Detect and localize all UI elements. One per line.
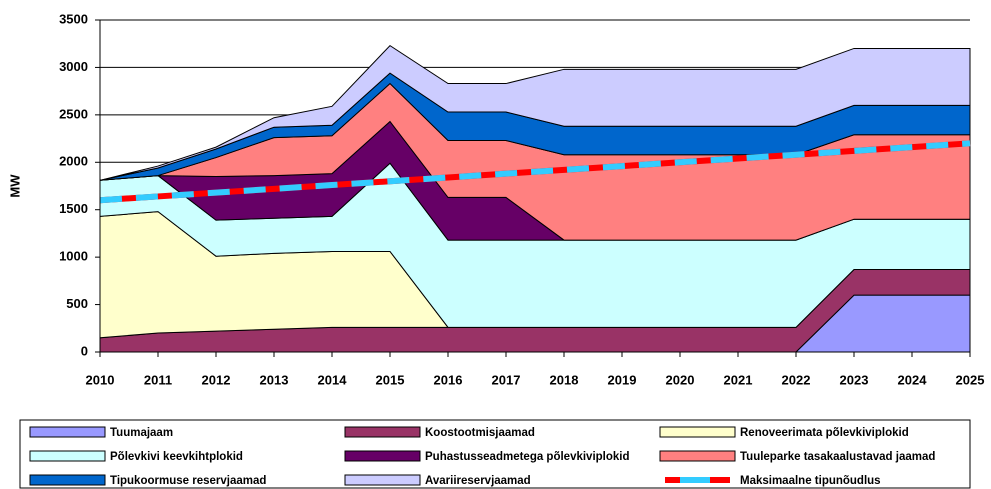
legend-label: Tipukoormuse reservjaamad: [110, 475, 266, 487]
plot-area: 0 500 1000 1500 2000 2500 3000 3500 2010 2011 2012…: [59, 11, 984, 387]
legend-swatch: [344, 426, 421, 438]
legend-swatch: [659, 426, 736, 438]
y-tick-label: 1500: [59, 201, 88, 216]
legend-label: Koostootmisjaamad: [425, 427, 535, 439]
x-tick-label: 2020: [666, 372, 695, 387]
x-tick-label: 2013: [260, 372, 289, 387]
y-tick-label: 3000: [59, 59, 88, 74]
x-tick-label: 2022: [782, 372, 811, 387]
x-tick-label: 2010: [86, 372, 115, 387]
legend-label: Puhastusseadmetega põlevkiviplokid: [425, 451, 630, 463]
legend-label: Tuumajaam: [110, 427, 173, 439]
y-tick-label: 2000: [59, 154, 88, 169]
legend-box: [19, 419, 971, 489]
x-tick-label: 2017: [492, 372, 521, 387]
x-tick-label: 2024: [898, 372, 928, 387]
legend-label: Maksimaalne tipunõudlus: [740, 475, 881, 487]
x-tick-label: 2016: [434, 372, 463, 387]
demand-line-dash: [99, 140, 971, 204]
x-tick-label: 2021: [724, 372, 753, 387]
legend-swatch: [659, 450, 736, 462]
legend-swatch: [29, 426, 106, 438]
legend-label: Renoveerimata põlevkiviplokid: [740, 427, 909, 439]
legend-swatch: [29, 474, 106, 486]
y-tick-label: 1000: [59, 249, 88, 264]
x-tick-label: 2018: [550, 372, 579, 387]
legend-swatch: [29, 450, 106, 462]
y-tick-label: 2500: [59, 106, 88, 121]
x-tick-label: 2019: [608, 372, 637, 387]
legend-swatch: [344, 450, 421, 462]
y-tick-label: 500: [66, 296, 88, 311]
x-tick-label: 2025: [956, 372, 985, 387]
legend-label: Põlevkivi keevkihtplokid: [110, 451, 243, 463]
legend-label: Avariireservjaamad: [425, 475, 531, 487]
x-tick-label: 2023: [840, 372, 869, 387]
x-tick-label: 2015: [376, 372, 405, 387]
legend-label: Tuuleparke tasakaalustavad jaamad: [740, 451, 935, 463]
x-tick-label: 2012: [202, 372, 231, 387]
legend-swatch: [344, 474, 421, 486]
y-tick-label: 3500: [59, 11, 88, 26]
x-tick-label: 2011: [144, 372, 172, 387]
y-tick-label: 0: [81, 343, 88, 358]
area: [99, 44, 971, 181]
y-axis-title: MW: [7, 174, 22, 198]
legend: Tuumajaam Koostootmisjaamad Renoveerimata …: [29, 426, 935, 487]
x-tick-label: 2014: [318, 372, 348, 387]
